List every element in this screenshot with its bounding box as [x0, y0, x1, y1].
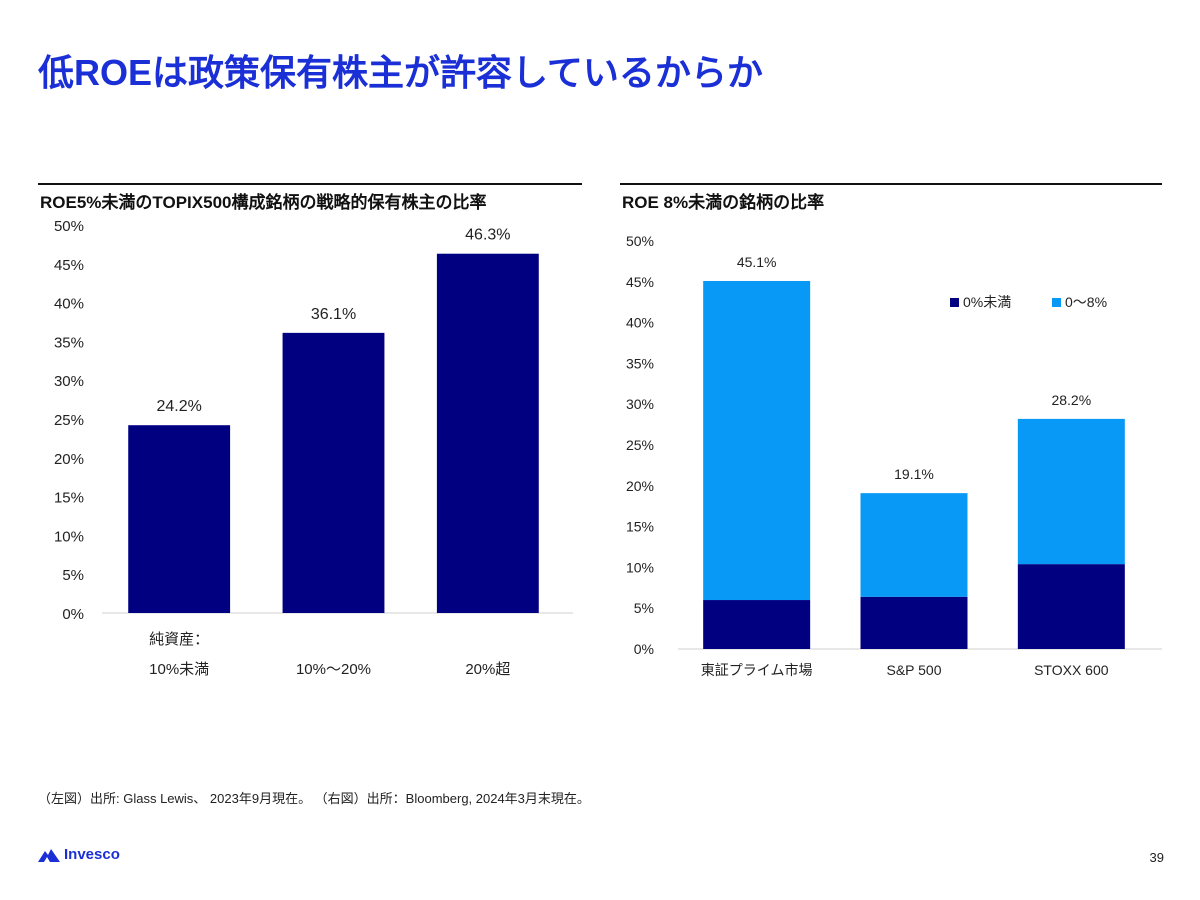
legend-swatch	[1052, 298, 1061, 307]
legend-swatch	[950, 298, 959, 307]
left-chart-rule	[38, 183, 582, 185]
y-tick-label: 30%	[626, 396, 654, 412]
x-tick-label: 東証プライム市場	[701, 662, 813, 678]
y-tick-label: 45%	[626, 274, 654, 290]
right-chart-rule	[620, 183, 1162, 185]
x-tick-label: 10%未満	[149, 661, 209, 678]
y-tick-label: 5%	[634, 600, 654, 616]
bar	[436, 253, 539, 613]
legend-label: 0%未満	[963, 294, 1011, 310]
y-tick-label: 15%	[626, 519, 654, 535]
logo-text: Invesco	[64, 846, 120, 863]
x-category-prefix: 純資産：	[149, 631, 209, 648]
bar-segment	[703, 280, 811, 601]
right-chart-title: ROE 8%未満の銘柄の比率	[622, 193, 825, 212]
y-tick-label: 20%	[54, 451, 84, 468]
total-label: 45.1%	[737, 254, 777, 270]
y-tick-label: 5%	[62, 567, 84, 584]
y-tick-label: 20%	[626, 478, 654, 494]
source-footnote: （左図）出所: Glass Lewis、 2023年9月現在。 （右図）出所：B…	[38, 791, 590, 806]
y-tick-label: 35%	[54, 334, 84, 351]
x-tick-label: 20%超	[465, 661, 510, 678]
y-tick-label: 10%	[54, 528, 84, 545]
total-label: 28.2%	[1051, 392, 1091, 408]
bar-segment	[860, 596, 968, 649]
y-tick-label: 25%	[626, 437, 654, 453]
data-label: 36.1%	[311, 306, 356, 323]
right-stacked-bar-chart: 0% 5% 10% 15% 20% 25% 30% 35% 40% 45% 50% 45.1% 東証プラ…	[626, 233, 1162, 678]
bar-segment	[860, 493, 968, 597]
y-tick-label: 50%	[54, 218, 84, 235]
bar-segment	[1017, 418, 1125, 565]
page-title: 低ROEは政策保有株主が許容しているからか	[38, 52, 763, 93]
y-tick-label: 35%	[626, 355, 654, 371]
y-tick-label: 15%	[54, 490, 84, 507]
page-number: 39	[1149, 850, 1164, 865]
mountain-logo-icon	[38, 848, 60, 862]
left-chart-title: ROE5%未満のTOPIX500構成銘柄の戦略的保有株主の比率	[40, 193, 487, 212]
total-label: 19.1%	[894, 466, 934, 482]
y-tick-label: 50%	[626, 233, 654, 249]
bar	[282, 332, 385, 613]
bar	[128, 425, 231, 613]
y-tick-label: 30%	[54, 373, 84, 390]
left-bar-chart: 0% 5% 10% 15% 20% 25% 30% 35% 40% 45% 50% 24.2% 10%未…	[54, 218, 573, 678]
y-tick-label: 0%	[62, 606, 84, 623]
legend-label: 0～8%	[1065, 294, 1107, 310]
bar-segment	[1017, 564, 1125, 649]
data-label: 24.2%	[156, 398, 201, 415]
data-label: 46.3%	[465, 227, 510, 244]
y-tick-label: 40%	[626, 315, 654, 331]
x-tick-label: S&P 500	[886, 662, 941, 678]
x-tick-label: STOXX 600	[1034, 662, 1109, 678]
x-tick-label: 10%～20%	[296, 661, 371, 678]
bar-segment	[703, 600, 811, 649]
invesco-logo: Invesco	[38, 846, 120, 863]
y-tick-label: 10%	[626, 559, 654, 575]
y-tick-label: 45%	[54, 257, 84, 274]
y-tick-label: 0%	[634, 641, 654, 657]
y-tick-label: 40%	[54, 296, 84, 313]
y-tick-label: 25%	[54, 412, 84, 429]
